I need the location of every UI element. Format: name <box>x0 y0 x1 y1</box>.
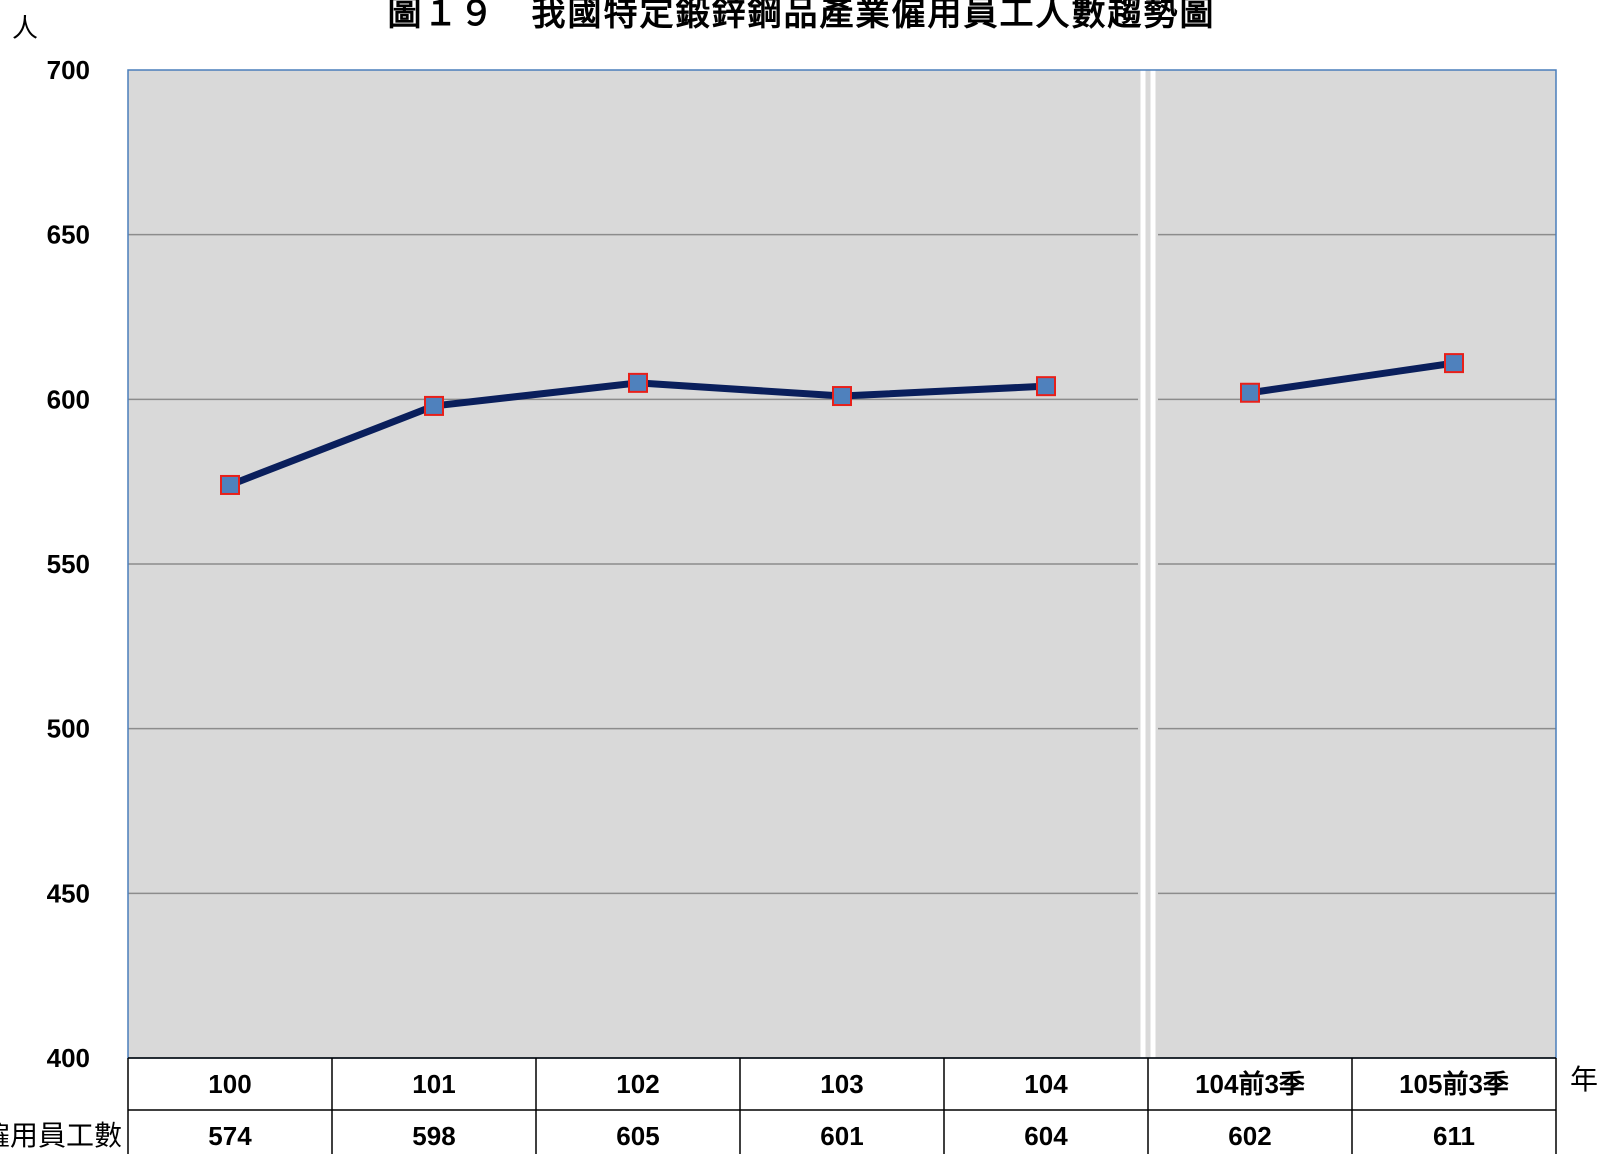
x-tick-label: 105前3季 <box>1399 1069 1509 1099</box>
x-tick-label: 104 <box>1024 1069 1068 1099</box>
y-tick-label: 400 <box>47 1043 90 1073</box>
x-tick-label: 102 <box>616 1069 659 1099</box>
data-label: 598 <box>412 1121 455 1151</box>
x-axis-unit-label: 年 <box>1570 1063 1599 1096</box>
data-point-marker <box>1240 382 1260 403</box>
chart-title: 圖１９ 我國特定鍛鋅鋼品產業僱用員工人數趨勢圖 <box>387 0 1216 34</box>
data-label: 604 <box>1024 1121 1068 1151</box>
data-point-marker <box>1444 353 1464 374</box>
data-point-marker <box>628 372 648 393</box>
data-point-marker <box>220 474 240 495</box>
y-axis-unit-label: 人 <box>12 14 39 44</box>
y-tick-label: 650 <box>47 220 90 250</box>
y-tick-label: 700 <box>47 55 90 85</box>
y-tick-label: 450 <box>47 878 90 908</box>
series-line <box>1249 359 1455 397</box>
data-label: 602 <box>1228 1121 1271 1151</box>
data-label: 601 <box>820 1121 863 1151</box>
data-point-marker <box>424 395 444 416</box>
y-tick-label: 500 <box>47 714 90 744</box>
data-label: 574 <box>208 1121 252 1151</box>
x-tick-label: 101 <box>412 1069 455 1099</box>
table-row-label: 僱用員工數 <box>0 1119 122 1152</box>
x-tick-label: 100 <box>208 1069 251 1099</box>
x-tick-label: 104前3季 <box>1195 1069 1305 1099</box>
y-tick-label: 550 <box>47 549 90 579</box>
data-label: 605 <box>616 1121 659 1151</box>
x-tick-label: 103 <box>820 1069 863 1099</box>
data-point-marker <box>1036 376 1056 397</box>
data-point-marker <box>832 386 852 407</box>
data-label: 611 <box>1433 1121 1475 1151</box>
y-tick-label: 600 <box>47 384 90 414</box>
